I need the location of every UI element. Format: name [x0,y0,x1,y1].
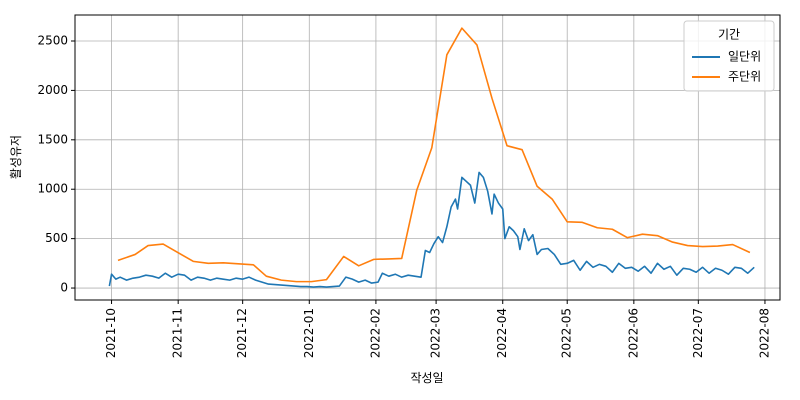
legend-title: 기간 [718,28,740,42]
x-tick-label: 2021-10 [104,308,118,358]
y-tick-label: 2500 [37,33,68,47]
x-tick-label: 2022-06 [626,308,640,358]
x-tick-label: 2022-07 [691,308,705,358]
x-tick-label: 2022-04 [495,308,509,358]
legend-box [683,20,775,92]
x-tick-label: 2022-08 [757,308,771,358]
x-tick-label: 2022-01 [302,308,316,358]
x-axis-label: 작성일 [410,371,443,385]
y-tick-label: 2000 [37,83,68,97]
x-tick-label: 2022-05 [560,308,574,358]
legend-label: 일단위 [728,50,761,64]
x-tick-label: 2022-02 [368,308,382,358]
y-tick-label: 500 [45,231,68,245]
y-tick-label: 1000 [37,182,68,196]
plot-frame [74,14,781,301]
x-tick-label: 2022-03 [429,308,443,358]
data-line [117,27,751,283]
y-axis-label: 활성유저 [9,135,23,179]
legend-label: 주단위 [728,70,761,84]
data-line [108,171,755,288]
y-tick-label: 0 [60,281,68,295]
x-tick-label: 2021-11 [171,308,185,358]
x-tick-label: 2021-12 [235,308,249,358]
y-tick-label: 1500 [37,132,68,146]
